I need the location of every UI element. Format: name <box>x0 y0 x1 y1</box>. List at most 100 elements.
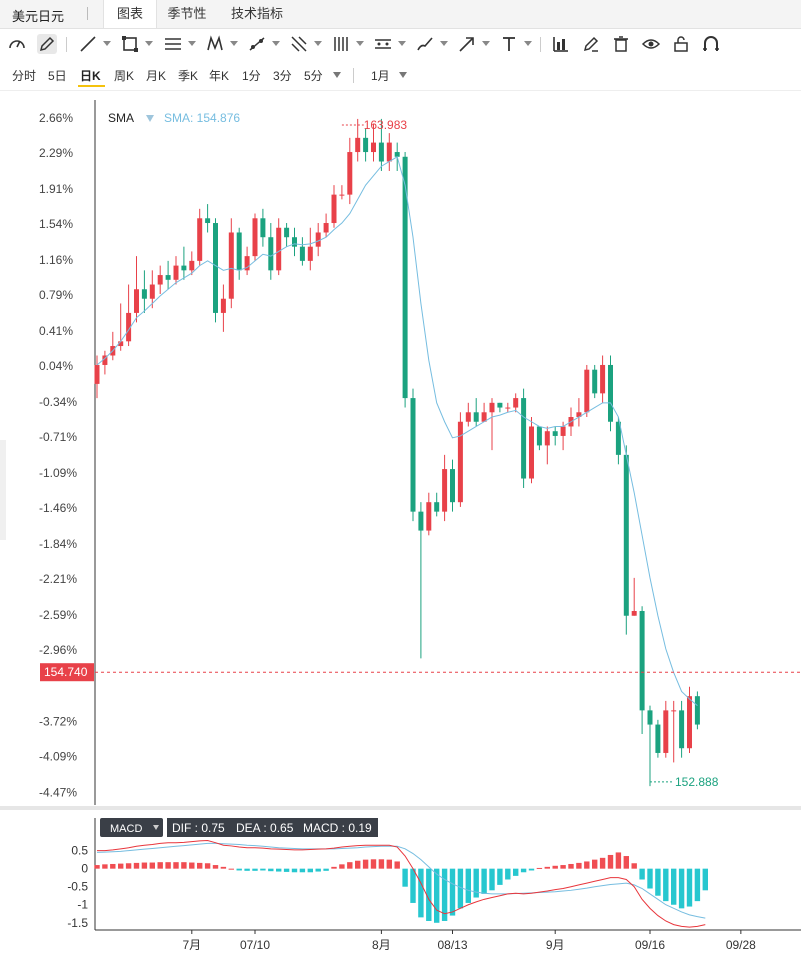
macd-histogram-bar <box>299 868 306 873</box>
macd-histogram-bar <box>307 868 313 873</box>
text-icon[interactable] <box>499 34 519 54</box>
macd-histogram-bar <box>378 859 385 869</box>
chevron-down-icon[interactable] <box>524 41 532 46</box>
min-price-label: 152.888 <box>675 775 719 789</box>
macd-histogram-bar <box>220 866 227 869</box>
chevron-down-icon[interactable] <box>230 41 238 46</box>
magnet-icon[interactable] <box>701 34 721 54</box>
chevron-down-icon[interactable] <box>272 41 280 46</box>
chevron-down-icon[interactable] <box>482 41 490 46</box>
period-weekly[interactable]: 周K <box>114 69 135 83</box>
side-panel-handle[interactable] <box>0 440 6 540</box>
macd-histogram-bar <box>592 859 598 869</box>
x-tick-label: 09/28 <box>726 938 756 952</box>
vertical-lines-icon[interactable] <box>331 34 351 54</box>
macd-dropdown-icon[interactable] <box>153 825 159 830</box>
macd-selector-label: MACD <box>110 823 142 835</box>
x-tick-label: 9月 <box>546 938 565 952</box>
candle-body <box>181 265 187 271</box>
period-3min[interactable]: 3分 <box>273 69 292 83</box>
fork-icon[interactable] <box>289 34 309 54</box>
tab-chart[interactable]: 图表 <box>103 0 157 28</box>
arrow-icon[interactable] <box>457 34 477 54</box>
period-5day[interactable]: 5日 <box>48 69 67 83</box>
y-tick-label: -0.34% <box>39 395 77 409</box>
eye-icon[interactable] <box>641 34 661 54</box>
range-selector[interactable]: 1月 <box>371 69 390 83</box>
macd-histogram-bar <box>331 866 337 869</box>
chevron-down-icon[interactable] <box>398 41 406 46</box>
path-icon[interactable] <box>247 34 267 54</box>
period-daily[interactable]: 日K <box>80 69 101 83</box>
candle-body <box>608 364 613 422</box>
bar-chart-icon[interactable] <box>551 34 571 54</box>
candle-body <box>197 218 203 261</box>
macd-histogram-bar <box>244 868 250 871</box>
ruler-icon[interactable] <box>373 34 393 54</box>
chevron-down-icon[interactable] <box>188 41 196 46</box>
macd-histogram-bar <box>339 864 345 869</box>
brush-icon[interactable] <box>415 34 435 54</box>
chevron-down-icon[interactable] <box>440 41 448 46</box>
macd-histogram-bar <box>260 868 266 871</box>
macd-histogram-bar <box>236 868 242 871</box>
macd-histogram-bar <box>204 863 211 869</box>
chevron-down-icon[interactable] <box>314 41 322 46</box>
macd-histogram-bar <box>544 866 550 869</box>
rectangle-icon[interactable] <box>120 34 140 54</box>
candle-body <box>694 696 700 725</box>
line-icon[interactable] <box>78 34 98 54</box>
drawing-toolbar <box>0 29 801 59</box>
edit-icon[interactable] <box>581 34 601 54</box>
chevron-down-icon[interactable] <box>356 41 364 46</box>
macd-y-tick-label: -1.5 <box>67 916 88 930</box>
macd-histogram-bar <box>347 862 353 869</box>
candle-body <box>647 710 653 725</box>
gauge-icon[interactable] <box>7 34 27 54</box>
macd-histogram-bar <box>402 868 408 887</box>
range-chevron-icon[interactable] <box>399 72 407 78</box>
macd-histogram-bar <box>449 868 456 916</box>
period-1min[interactable]: 1分 <box>242 69 261 83</box>
candle-body <box>276 227 282 271</box>
macd-histogram-bar <box>694 868 701 902</box>
y-tick-label: -4.09% <box>39 750 77 764</box>
pattern-icon[interactable] <box>205 34 225 54</box>
period-monthly[interactable]: 月K <box>146 69 167 83</box>
macd-histogram-bar <box>133 862 140 869</box>
macd-selector[interactable] <box>100 818 163 837</box>
macd-histogram-bar <box>489 868 495 891</box>
macd-histogram-bar <box>370 859 377 869</box>
chevron-down-icon[interactable] <box>103 41 111 46</box>
candle-body <box>615 421 621 455</box>
pencil-icon[interactable] <box>37 34 57 54</box>
candle-body <box>544 431 550 446</box>
x-tick-label: 07/10 <box>240 938 270 952</box>
period-quarterly[interactable]: 季K <box>178 69 199 83</box>
candle-body <box>623 454 629 616</box>
candle-body <box>213 223 218 313</box>
indicator-name[interactable]: SMA <box>108 111 134 125</box>
period-yearly[interactable]: 年K <box>209 69 230 83</box>
candle-body <box>489 402 495 413</box>
period-intraday[interactable]: 分时 <box>12 69 37 83</box>
trash-icon[interactable] <box>611 34 631 54</box>
candle-body <box>102 355 108 365</box>
candle-body <box>307 246 313 261</box>
period-5min[interactable]: 5分 <box>304 69 323 83</box>
active-period-indicator <box>78 85 105 87</box>
unlock-icon[interactable] <box>671 34 691 54</box>
tab-seasonality[interactable]: 季节性 <box>167 6 207 21</box>
parallel-lines-icon[interactable] <box>163 34 183 54</box>
period-more-chevron-icon[interactable] <box>333 72 341 78</box>
tab-technical-indicators[interactable]: 技术指标 <box>230 6 283 21</box>
candle-body <box>284 227 290 238</box>
macd-histogram-bar <box>157 862 163 869</box>
macd-histogram-bar <box>647 868 653 889</box>
macd-dif-label: DIF : 0.75 <box>172 821 225 835</box>
indicator-dropdown-icon[interactable] <box>146 115 154 122</box>
chevron-down-icon[interactable] <box>145 41 153 46</box>
macd-histogram-bar <box>197 862 203 869</box>
macd-histogram-bar <box>268 868 274 872</box>
